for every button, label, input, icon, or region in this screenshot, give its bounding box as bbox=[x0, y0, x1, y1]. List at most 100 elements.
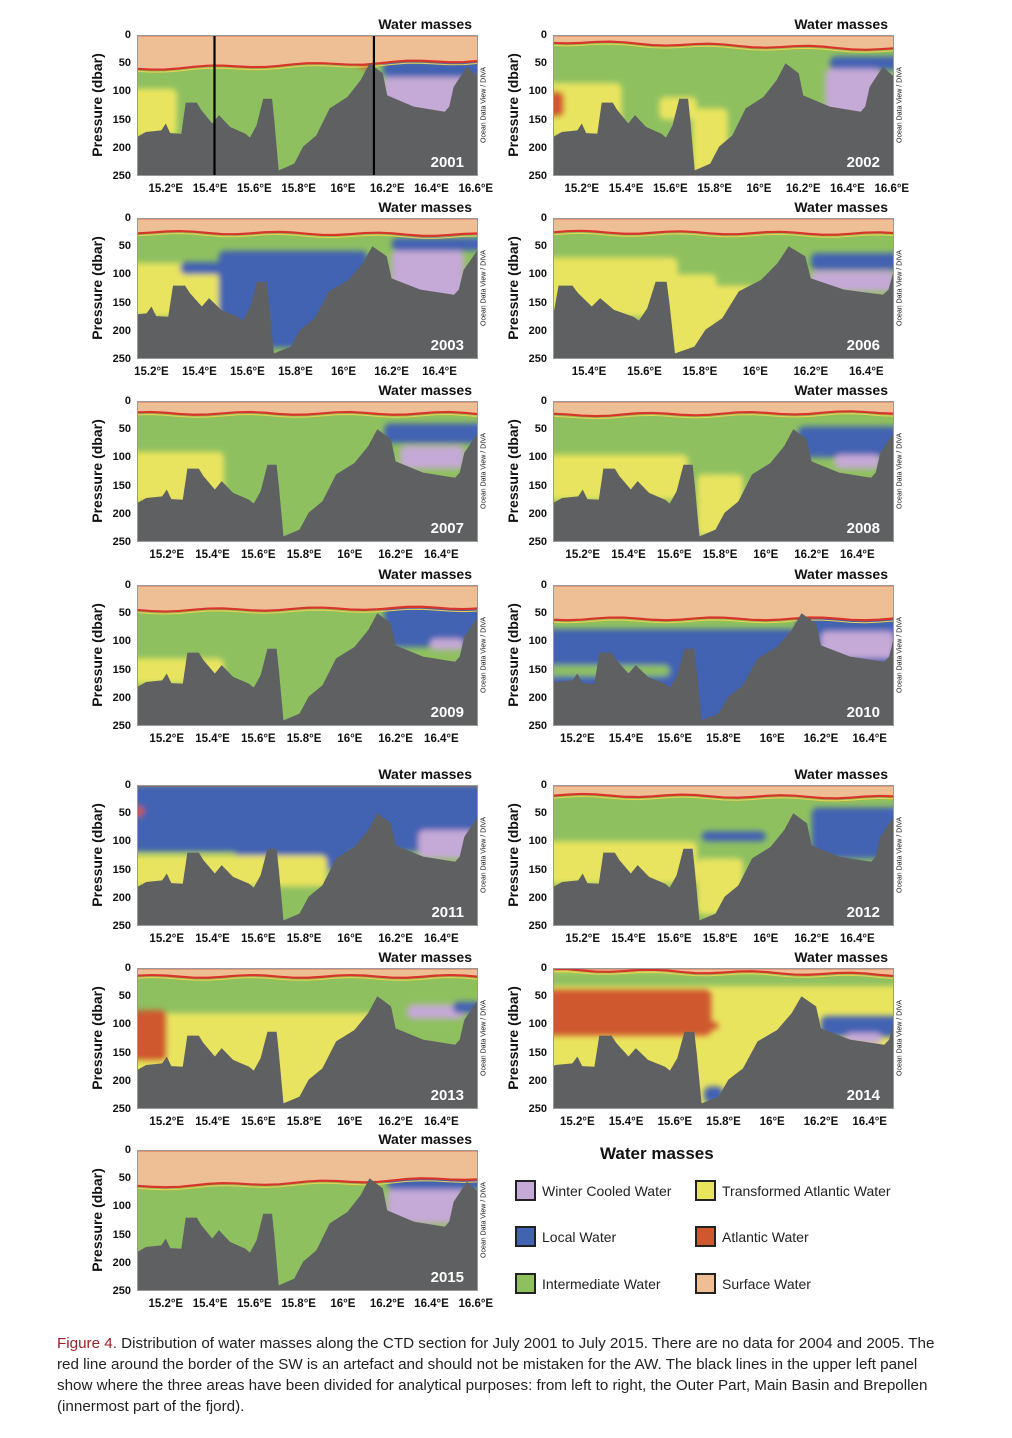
water-mass-lw bbox=[180, 261, 236, 275]
panel-title: Water masses bbox=[378, 766, 472, 782]
sw-boundary-line bbox=[137, 59, 478, 71]
x-tick-label: 16.2°E bbox=[369, 183, 405, 195]
x-tick-label: 16°E bbox=[337, 549, 363, 561]
x-tick-label: 16.4°E bbox=[422, 366, 457, 378]
x-tick-label: 16.4°E bbox=[424, 1116, 459, 1128]
x-tick-label: 15.4°E bbox=[608, 733, 644, 745]
y-tick-label: 0 bbox=[124, 212, 131, 224]
legend-item-iw: Intermediate Water bbox=[515, 1273, 661, 1294]
x-tick-label: 15.8°E bbox=[682, 366, 718, 378]
bathymetry bbox=[553, 429, 894, 542]
plot-frame bbox=[137, 585, 478, 726]
x-tick-label: 15.8°E bbox=[286, 1116, 322, 1128]
sw-boundary-line bbox=[553, 971, 894, 980]
x-tick-label: 16.4°E bbox=[424, 933, 459, 945]
y-axis-label: Pressure (dbar) bbox=[89, 236, 105, 340]
sw-boundary-line bbox=[553, 40, 894, 51]
plot-frame bbox=[553, 785, 894, 926]
x-tick-label: 15.6°E bbox=[240, 549, 276, 561]
sw-boundary-line bbox=[137, 1180, 478, 1191]
x-tick-label: 16°E bbox=[742, 366, 768, 378]
panel-2001: Water masses Pressure (dbar) 0 50 100 150 200 2… bbox=[89, 16, 493, 195]
x-tick-label: 15.2°E bbox=[149, 933, 185, 945]
legend: Water masses Winter Cooled Water Transfor… bbox=[512, 1140, 912, 1300]
legend-label: Intermediate Water bbox=[542, 1275, 661, 1292]
sw-boundary-line bbox=[553, 229, 894, 236]
y-tick-label: 0 bbox=[124, 579, 131, 591]
year-label: 2012 bbox=[846, 904, 880, 921]
y-tick-label: 250 bbox=[112, 353, 131, 365]
x-tick-label: 16°E bbox=[330, 1298, 356, 1310]
y-axis-label: Pressure (dbar) bbox=[89, 1168, 105, 1272]
plot-frame bbox=[137, 785, 478, 926]
legend-swatch bbox=[695, 1226, 716, 1247]
sw-boundary-line bbox=[553, 792, 894, 800]
x-tick-label: 16.4°E bbox=[848, 366, 884, 378]
x-tick-label: 15.8°E bbox=[286, 933, 322, 945]
y-tick-label: 0 bbox=[124, 962, 131, 974]
y-tick-label: 250 bbox=[528, 170, 547, 182]
x-tick-label: 16°E bbox=[753, 933, 779, 945]
bathymetry bbox=[137, 813, 478, 926]
y-tick-label: 50 bbox=[118, 57, 131, 70]
panel-2014: Water masses Pressure (dbar) 0 50 100 150 200 2… bbox=[505, 949, 904, 1128]
x-tick-label: 15.2°E bbox=[148, 1298, 184, 1310]
x-tick-label: 15.2°E bbox=[560, 733, 595, 745]
y-axis-label: Pressure (dbar) bbox=[505, 603, 521, 707]
x-tick-label: 16.2°E bbox=[378, 549, 413, 561]
sw-boundary-line bbox=[137, 414, 478, 418]
x-tick-label: 15.8°E bbox=[702, 933, 738, 945]
panel-2007: Water masses Pressure (dbar) 0 50 100 150 200 2… bbox=[89, 382, 488, 561]
sw-boundary-line bbox=[137, 977, 478, 981]
x-tick-label: 15.4°E bbox=[192, 1298, 228, 1310]
section-plot bbox=[553, 218, 894, 359]
x-tick-label: 15.8°E bbox=[286, 733, 322, 745]
x-tick-label: 16.2°E bbox=[378, 1116, 413, 1128]
y-tick-label: 200 bbox=[112, 507, 131, 520]
bathymetry bbox=[137, 1178, 478, 1291]
y-axis-label: Pressure (dbar) bbox=[505, 803, 521, 907]
section-plot bbox=[137, 785, 478, 926]
x-tick-label: 15.8°E bbox=[281, 1298, 316, 1310]
plot-frame bbox=[553, 401, 894, 542]
odv-watermark: Ocean Data View / DIVA bbox=[480, 817, 488, 893]
y-tick-label: 200 bbox=[528, 1074, 547, 1087]
x-tick-label: 16.2°E bbox=[794, 549, 829, 561]
water-mass-wcw bbox=[429, 638, 465, 650]
section-plot bbox=[137, 401, 478, 542]
legend-swatch bbox=[515, 1226, 536, 1247]
x-tick-label: 15.4°E bbox=[608, 183, 644, 195]
panel-title: Water masses bbox=[378, 199, 472, 215]
year-label: 2001 bbox=[430, 154, 464, 171]
bathymetry bbox=[553, 246, 894, 359]
y-tick-label: 200 bbox=[112, 324, 131, 337]
panel-2011: Water masses Pressure (dbar) 0 50 100 150 200 2… bbox=[89, 766, 488, 945]
panel-title: Water masses bbox=[794, 566, 888, 582]
panel-title: Water masses bbox=[378, 566, 472, 582]
section-plot bbox=[553, 968, 894, 1109]
sw-boundary-line bbox=[137, 233, 478, 239]
bathymetry bbox=[137, 429, 478, 542]
year-label: 2010 bbox=[846, 704, 880, 721]
water-mass-lw bbox=[701, 831, 766, 842]
water-mass-lw bbox=[820, 1015, 894, 1037]
water-mass-lw bbox=[810, 252, 894, 270]
legend-swatch bbox=[515, 1180, 536, 1201]
y-tick-label: 100 bbox=[112, 85, 131, 98]
odv-watermark: Ocean Data View / DIVA bbox=[896, 617, 904, 693]
x-tick-label: 15.4°E bbox=[192, 183, 228, 195]
x-tick-label: 16.4°E bbox=[840, 549, 875, 561]
y-tick-label: 200 bbox=[528, 891, 547, 904]
legend-item-aw: Atlantic Water bbox=[695, 1226, 809, 1247]
bathymetry bbox=[553, 63, 894, 176]
x-tick-label: 15.4°E bbox=[195, 1116, 230, 1128]
x-tick-label: 16.4°E bbox=[830, 183, 865, 195]
x-tick-label: 15.6°E bbox=[653, 183, 688, 195]
y-tick-label: 250 bbox=[112, 1103, 131, 1115]
y-tick-label: 0 bbox=[540, 779, 547, 791]
panel-title: Water masses bbox=[378, 382, 472, 398]
y-tick-label: 150 bbox=[112, 1228, 131, 1241]
legend-label: Atlantic Water bbox=[722, 1228, 809, 1245]
legend-swatch bbox=[695, 1180, 716, 1201]
x-tick-label: 16°E bbox=[753, 549, 779, 561]
